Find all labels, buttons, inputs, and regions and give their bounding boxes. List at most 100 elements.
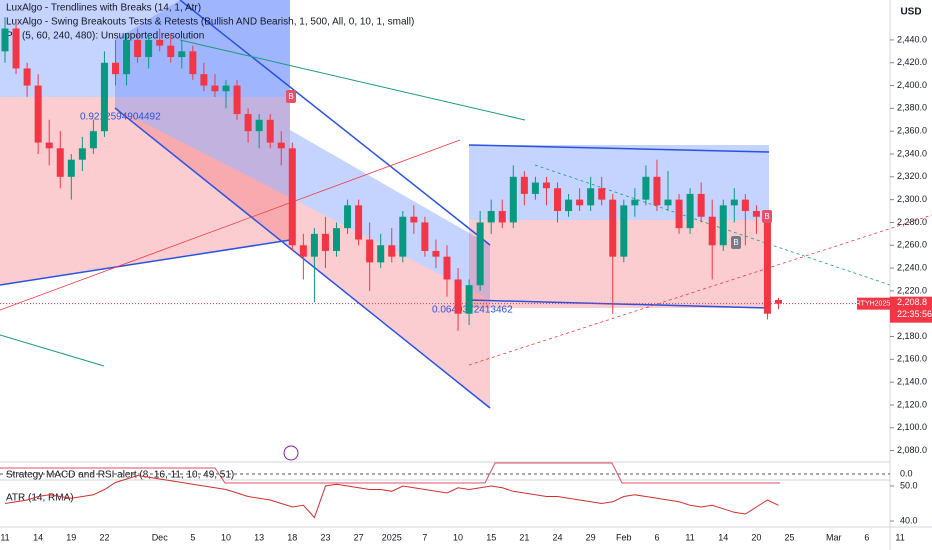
price-tag xyxy=(890,296,932,323)
candle-body xyxy=(631,199,639,206)
x-tick-label: 10 xyxy=(453,532,463,542)
signal-label: B xyxy=(288,92,293,101)
signal-label: B xyxy=(764,212,769,221)
x-tick-label: 23 xyxy=(320,532,330,542)
y-tick-label: 2,080.0 xyxy=(897,445,927,455)
candle-body xyxy=(620,205,628,257)
pane-title: Strategy MACD and RSI alert (8, 16, 11, … xyxy=(6,470,234,481)
candle-body xyxy=(310,233,318,257)
candle-body xyxy=(167,45,175,58)
x-tick-label: 13 xyxy=(254,532,264,542)
candle-body xyxy=(487,211,495,223)
candle-body xyxy=(421,222,429,251)
candle-body xyxy=(388,245,396,257)
candle-body xyxy=(741,199,749,212)
countdown: 22:35:56 xyxy=(897,309,932,319)
candle-body xyxy=(697,193,705,217)
candle-body xyxy=(134,39,142,58)
y-tick-label: 2,240.0 xyxy=(897,262,927,272)
candle-body xyxy=(23,68,31,86)
x-tick-label: 6 xyxy=(654,532,659,542)
candle-body xyxy=(498,211,506,223)
y-tick-label: 2,100.0 xyxy=(897,422,927,432)
x-tick-label: 14 xyxy=(718,532,728,542)
candle-body xyxy=(730,199,738,206)
indicator-label: LuxAlgo - Trendlines with Breaks (14, 1,… xyxy=(6,3,201,14)
candle-body xyxy=(531,182,539,194)
candle-body xyxy=(100,62,108,132)
candle-body xyxy=(233,85,241,115)
x-tick-label: 18 xyxy=(287,532,297,542)
y-tick-label: 2,220.0 xyxy=(897,285,927,295)
x-tick-label: 6 xyxy=(864,532,869,542)
y-tick-label: 50.0 xyxy=(900,480,918,490)
candle-body xyxy=(78,148,86,160)
signal-label: B xyxy=(733,238,738,247)
y-tick-label: 2,380.0 xyxy=(897,103,927,113)
x-tick-label: 15 xyxy=(486,532,496,542)
candle-body xyxy=(200,74,208,86)
candle-body xyxy=(554,188,561,212)
candle-body xyxy=(355,205,363,240)
candle-body xyxy=(476,222,484,286)
x-tick-label: Dec xyxy=(152,532,169,542)
x-tick-label: 29 xyxy=(586,532,596,542)
x-tick-label: 5 xyxy=(190,532,195,542)
candle-body xyxy=(465,285,473,314)
candle-body xyxy=(56,148,64,177)
candle-body xyxy=(211,85,219,92)
x-tick-label: 2025 xyxy=(382,532,402,542)
candle-body xyxy=(222,85,230,92)
y-tick-label: 2,360.0 xyxy=(897,126,927,136)
x-tick-label: 11 xyxy=(895,532,904,542)
candle-body xyxy=(763,216,771,314)
x-tick-label: 11 xyxy=(0,532,9,542)
indicator-label: LuxAlgo - Swing Breakouts Tests & Retest… xyxy=(6,17,414,28)
y-tick-label: 40.0 xyxy=(900,515,918,525)
y-tick-label: 2,180.0 xyxy=(897,331,927,341)
candle-body xyxy=(288,148,296,246)
candle-body xyxy=(399,216,407,257)
x-tick-label: 25 xyxy=(785,532,795,542)
candle-body xyxy=(454,279,462,314)
candle-body xyxy=(653,176,661,206)
candle-body xyxy=(244,114,252,132)
y-tick-label: 2,400.0 xyxy=(897,80,927,90)
candle-body xyxy=(266,119,274,143)
candle-body xyxy=(410,216,418,223)
x-tick-label: Mar xyxy=(826,532,842,542)
candle-body xyxy=(520,176,528,194)
candle-body xyxy=(775,300,782,304)
x-tick-label: 22 xyxy=(99,532,109,542)
signal-marker xyxy=(762,210,772,223)
x-tick-label: 7 xyxy=(422,532,427,542)
y-tick-label: 2,120.0 xyxy=(897,399,927,409)
candle-body xyxy=(432,250,440,257)
candle-body xyxy=(686,193,694,229)
candle-body xyxy=(89,131,97,149)
candle-body xyxy=(509,176,517,223)
candle-body xyxy=(123,39,131,75)
candle-body xyxy=(443,256,451,280)
candle-body xyxy=(333,228,340,251)
atr-line xyxy=(4,474,779,519)
x-tick-label: 10 xyxy=(221,532,231,542)
candle-body xyxy=(299,245,307,257)
candle-body xyxy=(542,182,550,189)
y-tick-label: 0.0 xyxy=(900,468,913,478)
candle-body xyxy=(12,28,20,69)
pane-title: ATR (14, RMA) xyxy=(6,493,74,504)
y-tick-label: 2,280.0 xyxy=(897,217,927,227)
candle-body xyxy=(675,199,683,229)
y-tick-label: 2,260.0 xyxy=(897,240,927,250)
candle-body xyxy=(565,199,573,212)
candle-body xyxy=(344,205,352,229)
candle-body xyxy=(708,216,716,246)
currency: USD xyxy=(900,7,921,18)
candle-body xyxy=(112,62,119,75)
candle-body xyxy=(189,51,197,75)
symbol-tag xyxy=(857,297,890,310)
x-tick-label: 27 xyxy=(354,532,364,542)
candle-body xyxy=(598,188,606,200)
y-tick-label: 2,340.0 xyxy=(897,148,927,158)
